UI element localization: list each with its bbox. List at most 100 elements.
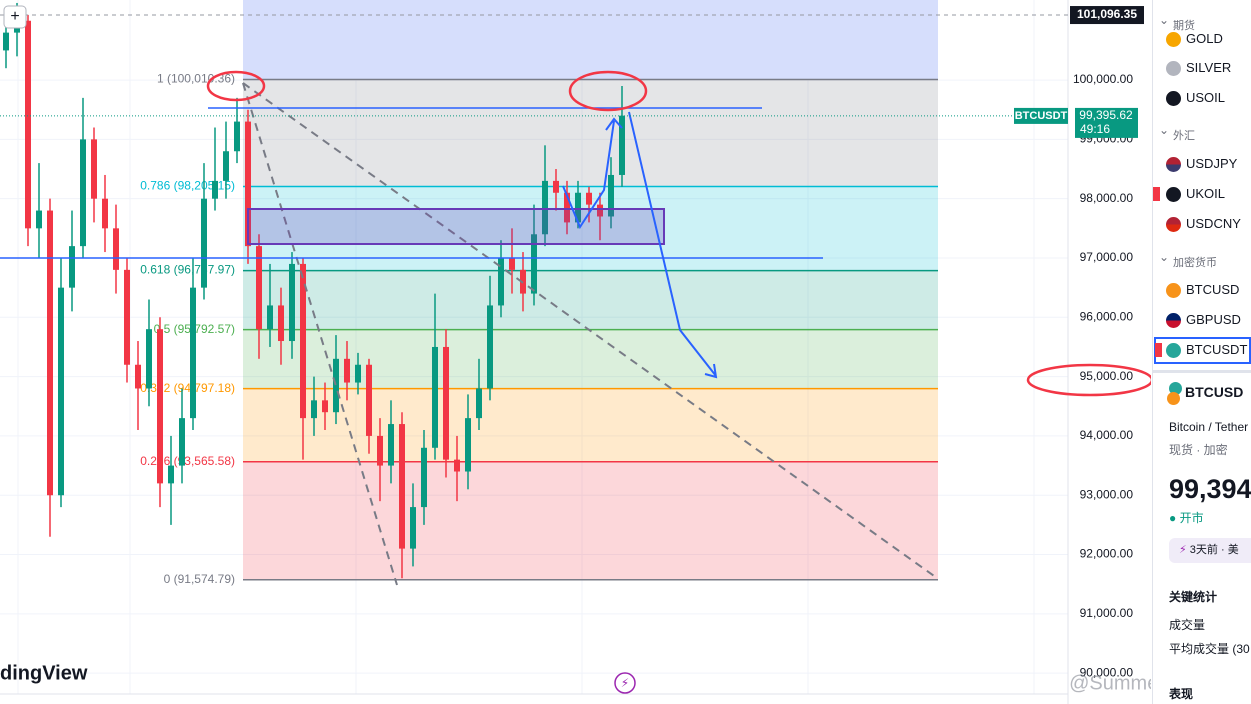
symbol: GBPUSD [1186,312,1241,327]
news-text: 3天前 · 美 [1189,544,1239,556]
candle-body [564,192,570,223]
symbol: SILVER [1186,60,1232,75]
highlight-ellipse[interactable] [1026,363,1151,397]
candle-body [256,246,262,330]
group-title[interactable]: 加密货币 [1159,250,1217,270]
symbol: USDJPY [1186,156,1238,171]
crosshair-tag [1070,6,1144,25]
candle-body [300,263,306,419]
watch-item[interactable]: SILVER [1166,56,1231,80]
trend-line[interactable] [242,82,938,579]
highlight-ellipse[interactable] [206,70,266,102]
fib-label: 0 (91,574.79) [164,572,235,586]
candle-body [234,121,240,152]
fib-label: 0.618 (96,787.97) [140,263,235,277]
projection-arrow[interactable] [628,111,718,379]
y-tick-label: 100,000.00 [1073,72,1133,86]
detail-name: Bitcoin / Tether [1169,420,1249,434]
y-tick-label: 93,000.00 [1080,487,1134,501]
replay-icon[interactable]: ⚡ [621,676,629,690]
candle-body [168,465,174,484]
detail-price: 99,394 [1169,474,1251,504]
stats-title: 关键统计 [1169,590,1218,604]
candle-body [388,424,394,466]
fib-zone [243,388,938,462]
flag [1155,343,1162,357]
chart: 1 (100,010.36)0.786 (98,205.15)0.618 (96… [0,0,1151,704]
candle-body [443,346,449,460]
candle-body [223,151,229,181]
candle-body [102,198,108,229]
watch-item[interactable]: USOIL [1166,86,1225,110]
fib-retracement[interactable]: 1 (100,010.36)0.786 (98,205.15)0.618 (96… [140,72,938,586]
group-title[interactable]: 外汇 [1159,123,1195,143]
rectangle[interactable] [247,208,665,245]
y-tick-label: 92,000.00 [1080,547,1134,561]
watch-item[interactable]: USDJPY [1166,152,1237,176]
candle-body [69,246,75,288]
fib-label: 0.786 (98,205.15) [140,179,235,193]
candle-body [80,139,86,247]
candle-body [245,121,251,247]
highlight-ellipse[interactable] [568,70,648,112]
symbol: UKOIL [1186,186,1226,201]
candle-body [25,20,31,229]
add-icon[interactable]: + [10,8,19,25]
candle-body [553,180,559,193]
candles [3,2,625,579]
watermark: @Summer交易日记 [1069,671,1151,694]
market-status: ● 开市 [1169,511,1204,525]
candle-body [421,447,427,508]
candle-body [542,180,548,235]
symbol-tag [1014,107,1068,124]
candle-body [366,364,372,436]
candle-body [113,228,119,270]
candle-body [190,287,196,419]
candle-body [91,139,97,199]
news-pill[interactable]: ⚡ 3天前 · 美 [1169,538,1251,563]
stat-label: 平均成交量 (30 [1169,642,1250,656]
status-text: 开市 [1179,511,1204,525]
candle-body [3,32,9,51]
candle-body [333,358,339,413]
candle-body [344,358,350,383]
y-tick-label: 91,000.00 [1080,606,1134,620]
candle-body [124,269,130,365]
trend-line[interactable] [242,82,398,586]
replay-button[interactable] [614,672,636,694]
watch-item[interactable]: GBPUSD [1166,308,1241,332]
candle-body [36,210,42,229]
candle-body [377,435,383,466]
watch-item[interactable]: BTCUSD [1166,278,1239,302]
watch-item[interactable]: BTCUSDT [1166,338,1247,362]
candle-body [586,192,592,205]
fib-zone [243,79,938,187]
candle-body [47,210,53,496]
watch-item[interactable]: USDCNY [1166,212,1241,236]
candle-body [509,257,515,270]
group-title[interactable]: 期货 [1159,13,1195,33]
candle-body [432,346,438,448]
candle-body [58,287,64,496]
y-tick-label: 96,000.00 [1080,309,1134,323]
y-tick-label: 95,000.00 [1080,369,1134,383]
candle-body [498,257,504,306]
candle-body [454,459,460,472]
candle-body [322,400,328,413]
candle-body [267,305,273,330]
candle-body [212,180,218,199]
watch-item[interactable]: UKOIL [1166,182,1225,206]
projection-arrow[interactable] [562,117,623,230]
fib-label: 0.382 (94,797.18) [140,381,235,395]
add-button[interactable] [3,5,27,29]
candle-body [465,418,471,472]
stat-label: 成交量 [1169,618,1206,632]
candle-body [597,204,603,217]
crosshair-label: 101,096.35 [1077,7,1137,21]
watch-item[interactable]: GOLD [1166,27,1223,51]
last-price-tag [1075,107,1138,138]
symbol: BTCUSD [1186,282,1240,297]
fib-label: 0.236 (93,565.58) [140,454,235,468]
candle-body [575,192,581,223]
